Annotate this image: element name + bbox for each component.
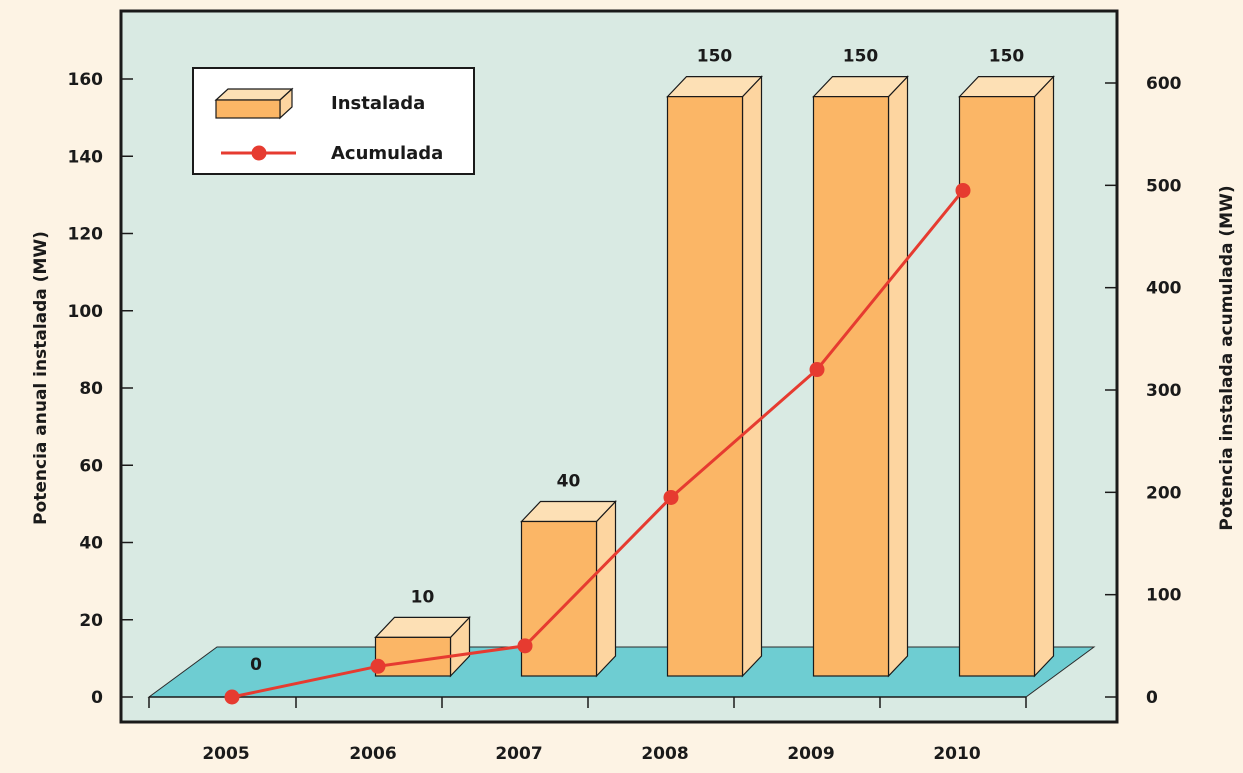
bar-front-face [666,96,744,677]
bar-2009 [812,75,909,678]
y2-tick-label: 500 [1146,176,1182,196]
bar-front-face [812,96,890,677]
acumulada-point-2010 [955,182,971,198]
acumulada-point-2007 [517,638,533,654]
acumulada-point-2008 [663,489,679,505]
y-tick-label: 120 [68,225,104,245]
bar-side-face [1033,75,1055,678]
bar-front-face [958,96,1036,677]
chart-floor [147,646,1096,698]
bar-side-face [741,75,763,678]
bar-data-label: 150 [843,47,879,67]
x-tick-label: 2005 [202,744,249,764]
y-tick-label: 20 [79,611,103,631]
y2-tick-label: 100 [1146,586,1182,606]
x-tick-label: 2008 [641,744,688,764]
x-tick-label: 2009 [787,744,834,764]
x-tick-label: 2006 [349,744,396,764]
bar-data-label: 150 [989,47,1025,67]
y2-tick-label: 400 [1146,279,1182,299]
acumulada-point-2005 [224,689,240,705]
acumulada-point-2006 [370,658,386,674]
y-tick-label: 80 [79,379,103,399]
bar-side-face [595,499,617,678]
y-tick-label: 100 [68,302,104,322]
bar-side-face [887,75,909,678]
bar-data-label: 10 [411,587,435,607]
y-tick-label: 0 [91,688,103,708]
legend-bar-swatch [215,99,281,119]
legend-box [192,67,475,175]
bar-data-label: 40 [557,472,581,492]
y-tick-label: 160 [68,70,104,90]
y2-tick-label: 600 [1146,74,1182,94]
acumulada-line [231,189,965,699]
x-tick-label: 2007 [495,744,542,764]
x-tick-label: 2010 [933,744,980,764]
y-axis-title: Potencia anual instalada (MW) [31,231,51,525]
bar-2006 [374,615,471,678]
bar-data-label: 0 [250,655,262,675]
y-tick-label: 140 [68,147,104,167]
y-tick-label: 40 [79,534,103,554]
y2-tick-label: 0 [1146,688,1158,708]
bar-2010 [958,75,1055,678]
legend-label-acumulada: Acumulada [331,143,443,164]
y2-tick-label: 200 [1146,483,1182,503]
bar-data-label: 150 [697,47,733,67]
legend-line-marker [251,145,267,161]
bar-2007 [520,499,617,678]
y2-tick-label: 300 [1146,381,1182,401]
legend: Instalada Acumulada [192,67,475,175]
bar-front-face [520,520,598,677]
y2-axis-title: Potencia instalada acumulada (MW) [1217,185,1237,530]
legend-label-instalada: Instalada [331,93,425,114]
acumulada-point-2009 [809,362,825,378]
y-tick-label: 60 [79,456,103,476]
bar-2008 [666,75,763,678]
legend-bar-top [214,88,294,101]
